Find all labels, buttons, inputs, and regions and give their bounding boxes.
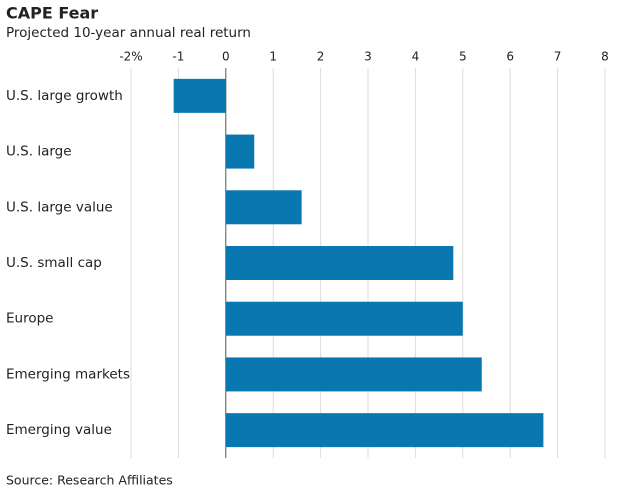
chart-subtitle: Projected 10-year annual real return xyxy=(6,25,251,41)
x-tick-label: 2 xyxy=(317,50,325,64)
x-tick-label: 5 xyxy=(459,50,467,64)
y-tick-label: Emerging markets xyxy=(6,366,130,382)
x-tick-label: -1 xyxy=(172,50,184,64)
bar xyxy=(225,134,255,169)
x-tick-label: 8 xyxy=(601,50,609,64)
y-tick-label: Emerging value xyxy=(6,422,112,438)
bar xyxy=(225,357,482,392)
bar xyxy=(225,190,302,225)
x-tick-label: 0 xyxy=(222,50,230,64)
source-note: Source: Research Affiliates xyxy=(6,473,173,488)
y-tick-label: Europe xyxy=(6,311,53,327)
x-tick-label: 1 xyxy=(269,50,277,64)
x-tick-label: -2% xyxy=(119,50,142,64)
y-tick-label: U.S. large xyxy=(6,144,72,160)
x-tick-label: 4 xyxy=(412,50,420,64)
bar xyxy=(173,78,226,113)
x-tick-label: 3 xyxy=(364,50,372,64)
bar xyxy=(225,413,544,448)
x-tick-label: 6 xyxy=(506,50,514,64)
y-tick-label: U.S. large growth xyxy=(6,88,123,104)
x-tick-label: 7 xyxy=(554,50,562,64)
y-tick-label: U.S. large value xyxy=(6,199,113,215)
bar xyxy=(225,246,454,280)
y-tick-label: U.S. small cap xyxy=(6,255,102,271)
chart-title: CAPE Fear xyxy=(6,4,98,23)
bar xyxy=(225,301,463,336)
